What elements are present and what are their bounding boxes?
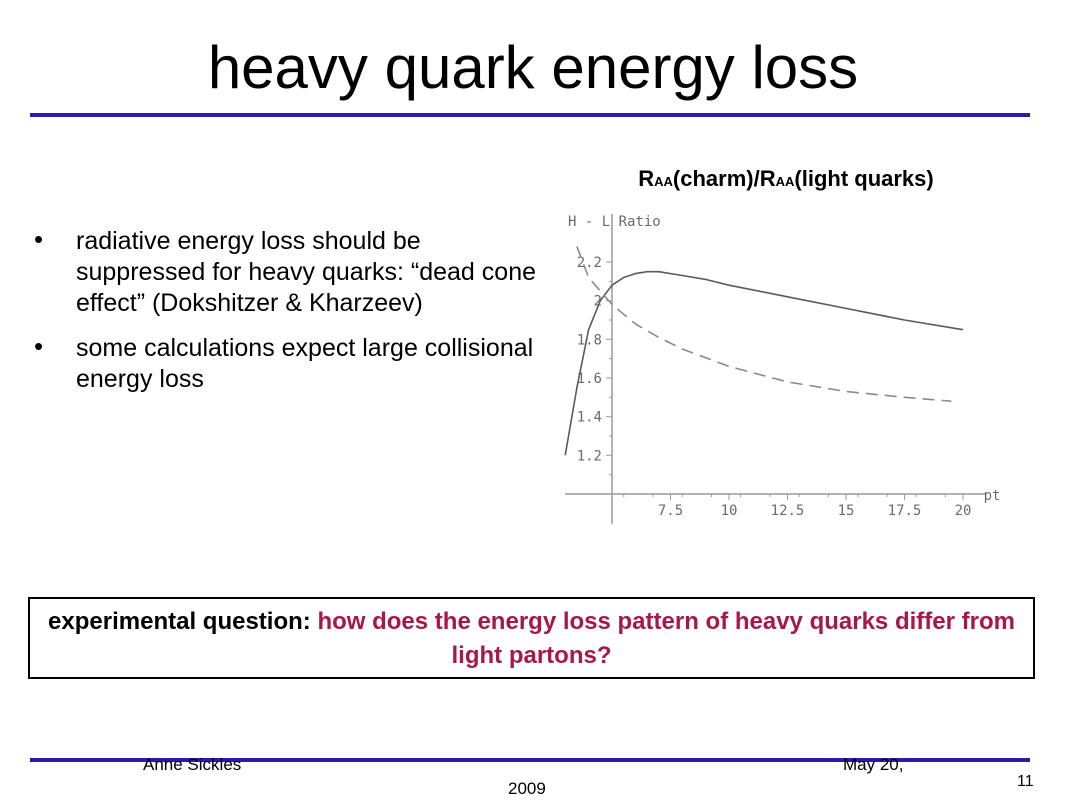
ratio-chart: 1.2 1.4 1.6 1.8 2 2.2 7.5 10 12.5 15 17.5 20 H - L R… — [564, 214, 1000, 524]
bullet-dot-icon: • — [34, 331, 44, 361]
y-tick-label: 2 — [594, 294, 602, 310]
x-tick-label: 15 — [838, 503, 855, 519]
y-tick-label: 2.2 — [577, 255, 602, 271]
bullet-list: • radiative energy loss should be suppre… — [30, 224, 550, 409]
footer-author: Anne Sickles — [143, 755, 242, 774]
chart-title-sub2: AA — [775, 174, 795, 189]
chart-title: RAA(charm)/RAA(light quarks) — [566, 166, 1006, 192]
chart-title-t1: (charm)/ — [672, 166, 760, 191]
x-tick-label: 7.5 — [658, 503, 683, 519]
bullet-item: • radiative energy loss should be suppre… — [30, 224, 550, 319]
x-tick-label: 12.5 — [771, 503, 805, 519]
question-box: experimental question: how does the ener… — [28, 597, 1035, 679]
bullet-dot-icon: • — [34, 224, 44, 254]
x-axis-label: pt — [984, 488, 1000, 504]
x-tick-label: 17.5 — [888, 503, 922, 519]
y-axis-label: H - L Ratio — [568, 214, 661, 230]
slide-title: heavy quark energy loss — [207, 34, 859, 101]
page-number: 11 — [1017, 773, 1034, 790]
footer-rule — [30, 758, 1030, 762]
chart-title-t2: (light quarks) — [794, 166, 934, 191]
chart-title-sub1: AA — [654, 174, 673, 189]
question-highlight: how does the energy loss pattern of heav… — [317, 608, 1015, 669]
x-tick-label: 20 — [955, 503, 972, 519]
y-tick-label: 1.8 — [577, 332, 602, 348]
chart-title-r1: R — [638, 166, 655, 191]
y-tick-label: 1.2 — [577, 448, 602, 464]
chart-title-r2: R — [759, 166, 776, 191]
y-tick-label: 1.6 — [577, 371, 602, 387]
footer-date: May 20, — [843, 755, 904, 774]
footer-date-year: 2009 — [508, 779, 546, 798]
bullet-text: radiative energy loss should be suppress… — [76, 227, 536, 317]
y-tick-label: 1.4 — [577, 410, 602, 426]
title-rule — [30, 113, 1030, 117]
question-lead: experimental question: — [48, 608, 311, 635]
bullet-text: some calculations expect large collision… — [76, 334, 534, 393]
x-tick-label: 10 — [721, 503, 738, 519]
dashed-series-line — [576, 246, 952, 402]
bullet-item: • some calculations expect large collisi… — [30, 331, 550, 395]
solid-series-line — [564, 270, 964, 456]
